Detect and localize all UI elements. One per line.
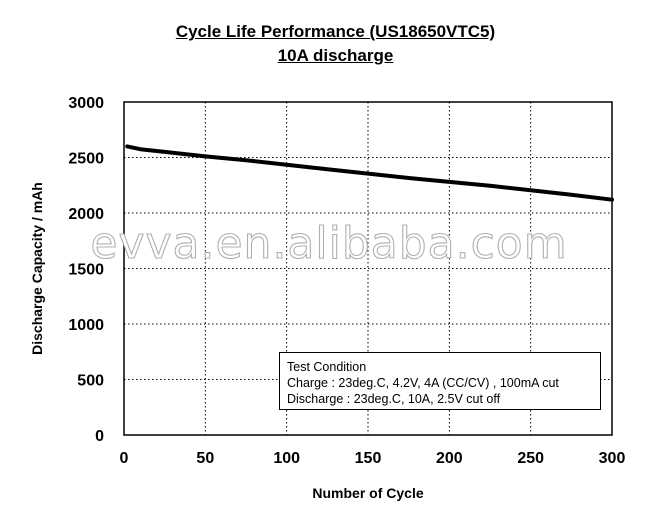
chart-subtitle: 10A discharge [277, 46, 394, 65]
test-condition-discharge: Discharge : 23deg.C, 10A, 2.5V cut off [287, 392, 501, 406]
y-tick-label: 3000 [68, 95, 104, 112]
test-condition-heading: Test Condition [287, 360, 367, 374]
y-tick-label: 1500 [68, 262, 104, 279]
y-axis-label: Discharge Capacity / mAh [29, 182, 45, 355]
series-line [125, 144, 614, 202]
x-tick-label: 150 [355, 450, 382, 467]
y-tick-label: 500 [77, 373, 104, 390]
y-tick-label: 2500 [68, 151, 104, 168]
y-tick-label: 1000 [68, 317, 104, 334]
test-condition-box: Test Condition Charge : 23deg.C, 4.2V, 4… [279, 352, 601, 410]
series-layer [125, 144, 614, 202]
x-tick-label: 200 [436, 450, 463, 467]
chart-title: Cycle Life Performance (US18650VTC5) [175, 22, 496, 41]
x-axis-label: Number of Cycle [312, 485, 423, 501]
y-tick-label: 0 [95, 428, 104, 445]
y-tick-label: 2000 [68, 206, 104, 223]
x-tick-label: 300 [599, 450, 626, 467]
test-condition-charge: Charge : 23deg.C, 4.2V, 4A (CC/CV) , 100… [287, 376, 559, 390]
x-tick-label: 50 [196, 450, 214, 467]
x-tick-label: 100 [273, 450, 300, 467]
x-tick-label: 0 [120, 450, 129, 467]
x-tick-label: 250 [517, 450, 544, 467]
watermark-text: evva.en.alibaba.com [90, 218, 567, 269]
tick-labels: 0 50 100 150 200 250 3000500100015002000250030… [68, 95, 625, 467]
plot-frame [123, 101, 613, 436]
